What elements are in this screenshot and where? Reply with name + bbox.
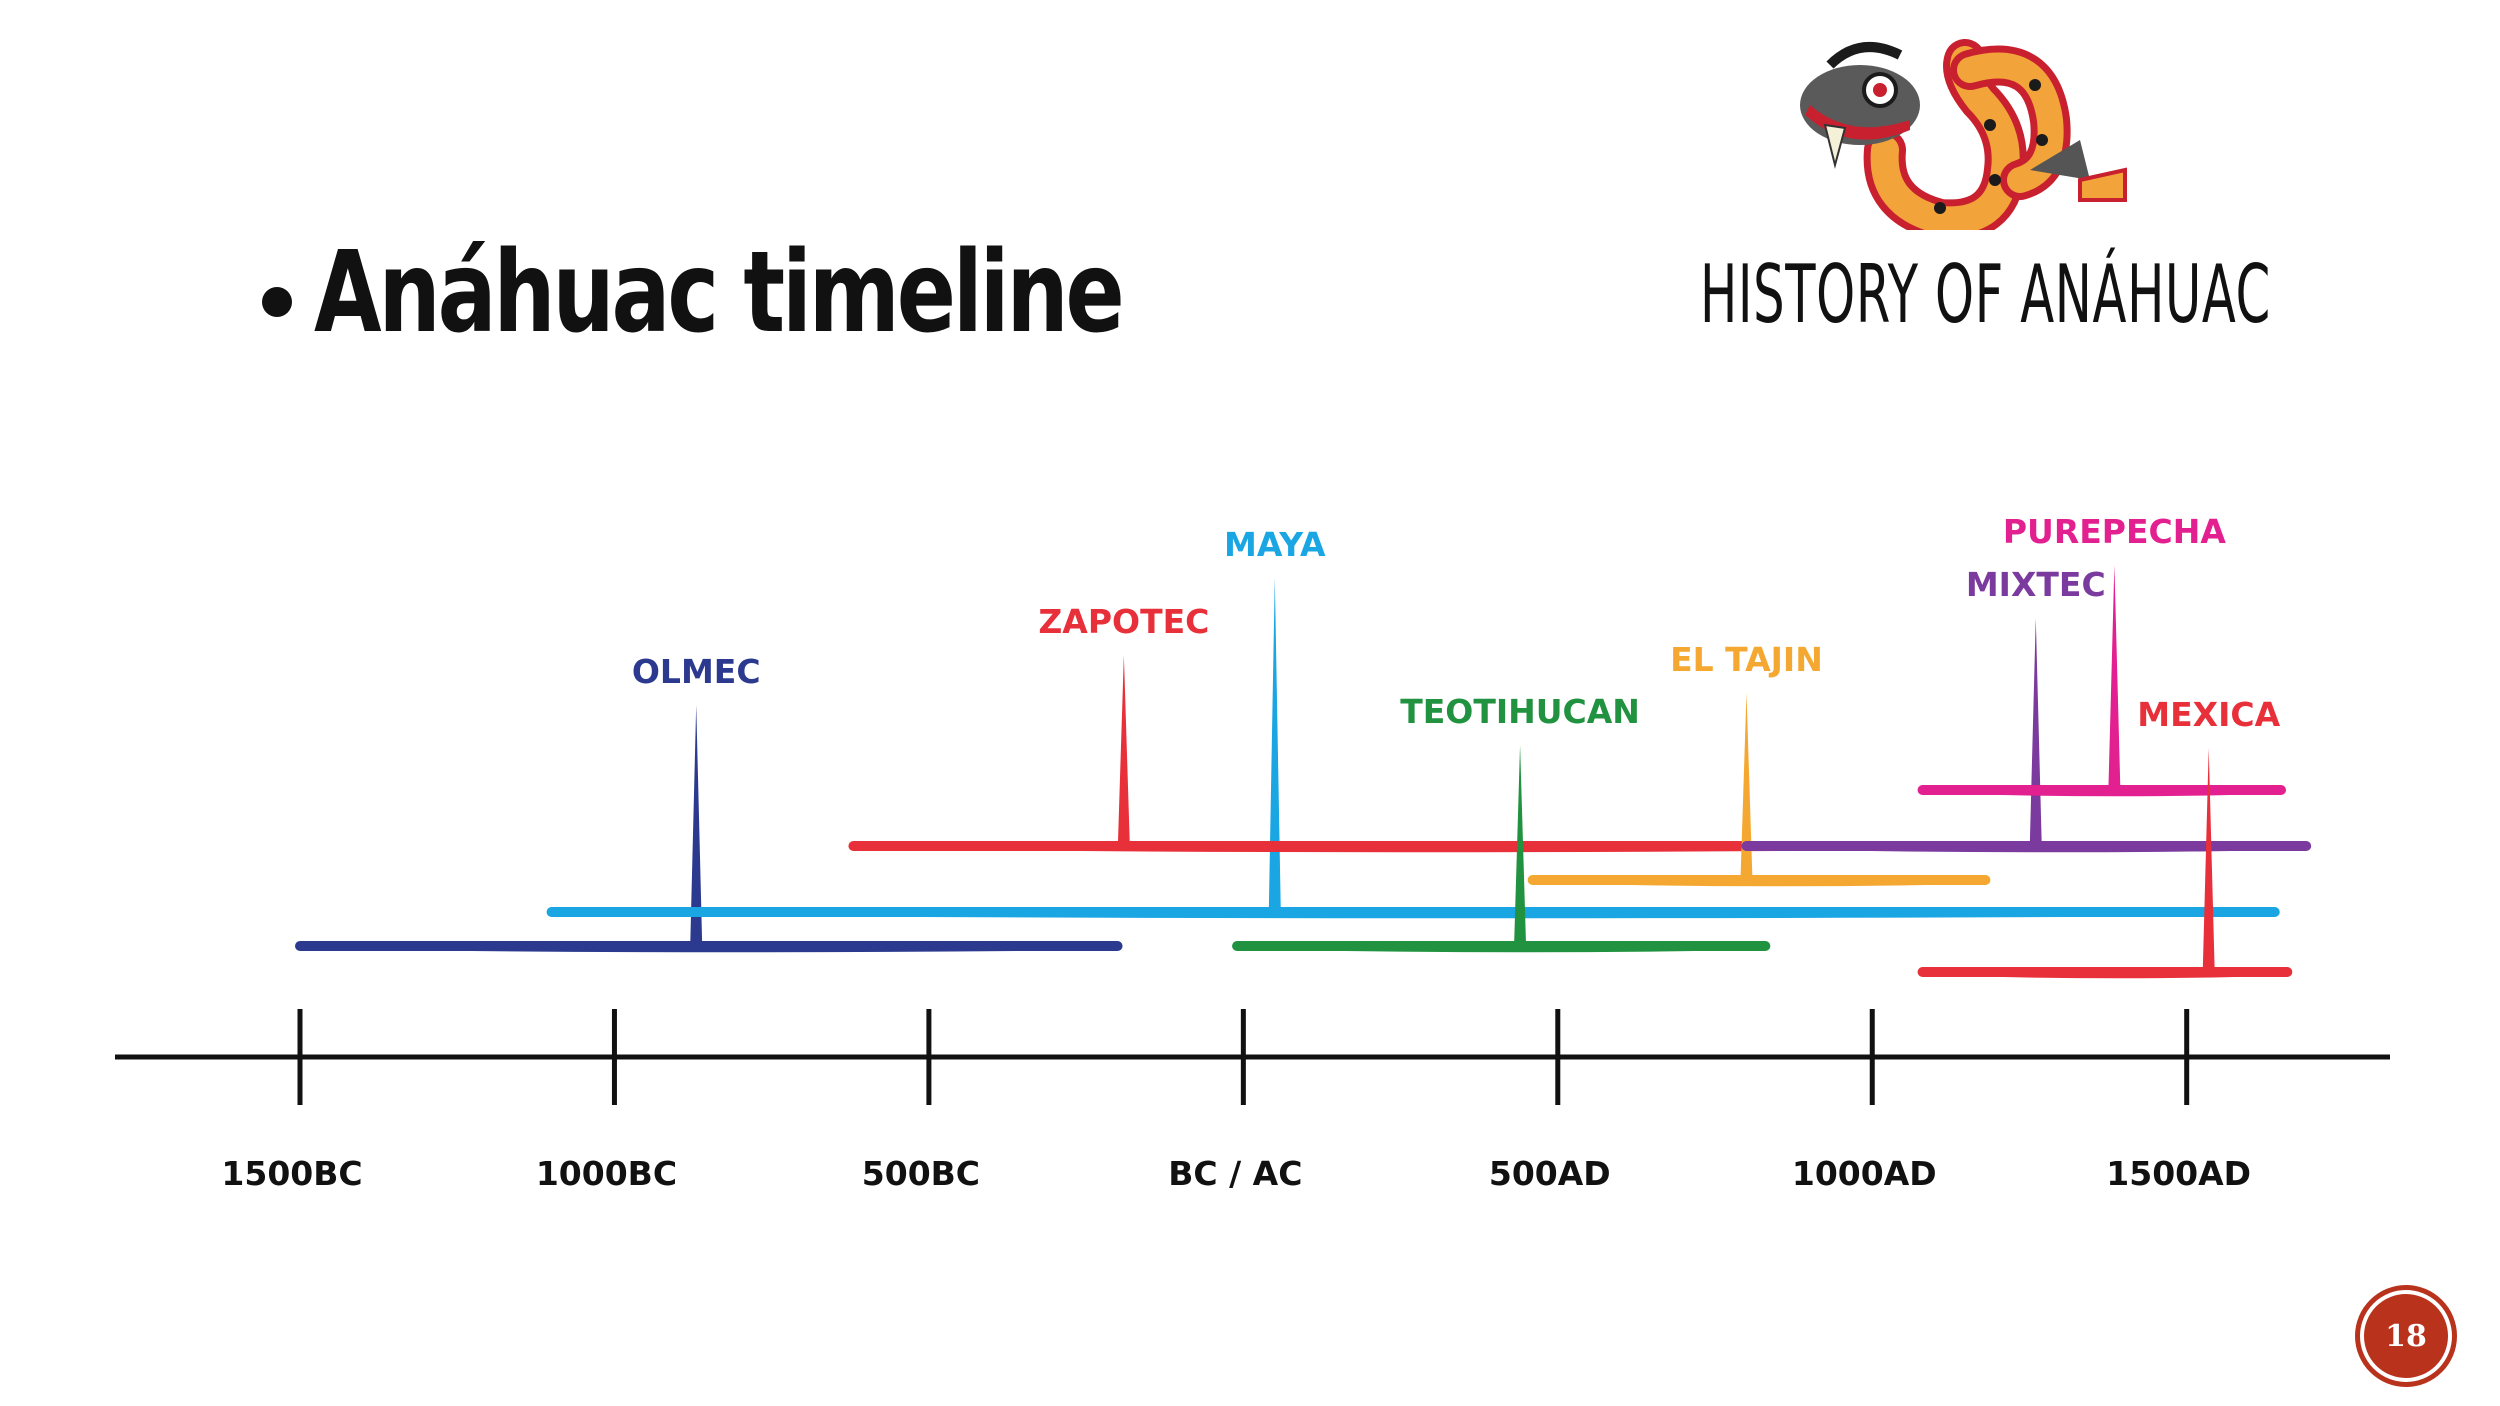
stem-purepecha xyxy=(2108,565,2121,790)
label-teotihucan: TEOTIHUCAN xyxy=(1400,692,1640,731)
label-mexica: MEXICA xyxy=(2137,695,2280,734)
stem-mixtec xyxy=(2029,618,2042,846)
axis-tick-label-2: 500BC xyxy=(862,1154,980,1193)
axis-tick-label-4: 500AD xyxy=(1489,1154,1611,1193)
slide-title: Anáhuac timeline xyxy=(262,208,1350,378)
bullet-icon xyxy=(262,287,292,317)
page-number: 18 xyxy=(2385,1318,2427,1354)
brand-wordmark: HISTORY OF ANÁHUAC xyxy=(1700,248,2270,358)
page-number-badge: 18 xyxy=(2360,1290,2452,1382)
label-zapotec: ZAPOTEC xyxy=(1038,602,1209,641)
stem-teotihucan xyxy=(1514,745,1527,946)
axis-tick-label-3: BC / AC xyxy=(1168,1154,1302,1193)
civilization-bars xyxy=(295,565,2312,979)
label-mixtec: MIXTEC xyxy=(1966,565,2106,604)
stem-maya xyxy=(1268,578,1281,912)
serpent-logo-icon xyxy=(1800,39,2127,230)
axis-tick-label-1: 1000BC xyxy=(536,1154,677,1193)
axis-tick-label-0: 1500BC xyxy=(221,1154,362,1193)
stem-olmec xyxy=(690,705,703,946)
stem-zapotec xyxy=(1117,655,1130,846)
stem-mexica xyxy=(2202,748,2215,972)
stem-el-tajin xyxy=(1740,693,1753,880)
label-el-tajin: EL TAJIN xyxy=(1670,640,1823,679)
label-maya: MAYA xyxy=(1224,525,1326,564)
civilization-labels: OLMEC MAYA ZAPOTEC TEOTIHUCAN EL TAJIN MIXTEC… xyxy=(632,512,2281,734)
axis-tick-label-6: 1500AD xyxy=(2106,1154,2251,1193)
label-olmec: OLMEC xyxy=(632,652,761,691)
axis-tick-label-5: 1000AD xyxy=(1792,1154,1937,1193)
title-text: Anáhuac timeline xyxy=(314,228,1125,358)
axis-ticks: 1500BC 1000BC 500BC BC / AC 500AD 1000AD 1500A… xyxy=(221,1009,2251,1193)
label-purepecha: PUREPECHA xyxy=(2003,512,2227,551)
